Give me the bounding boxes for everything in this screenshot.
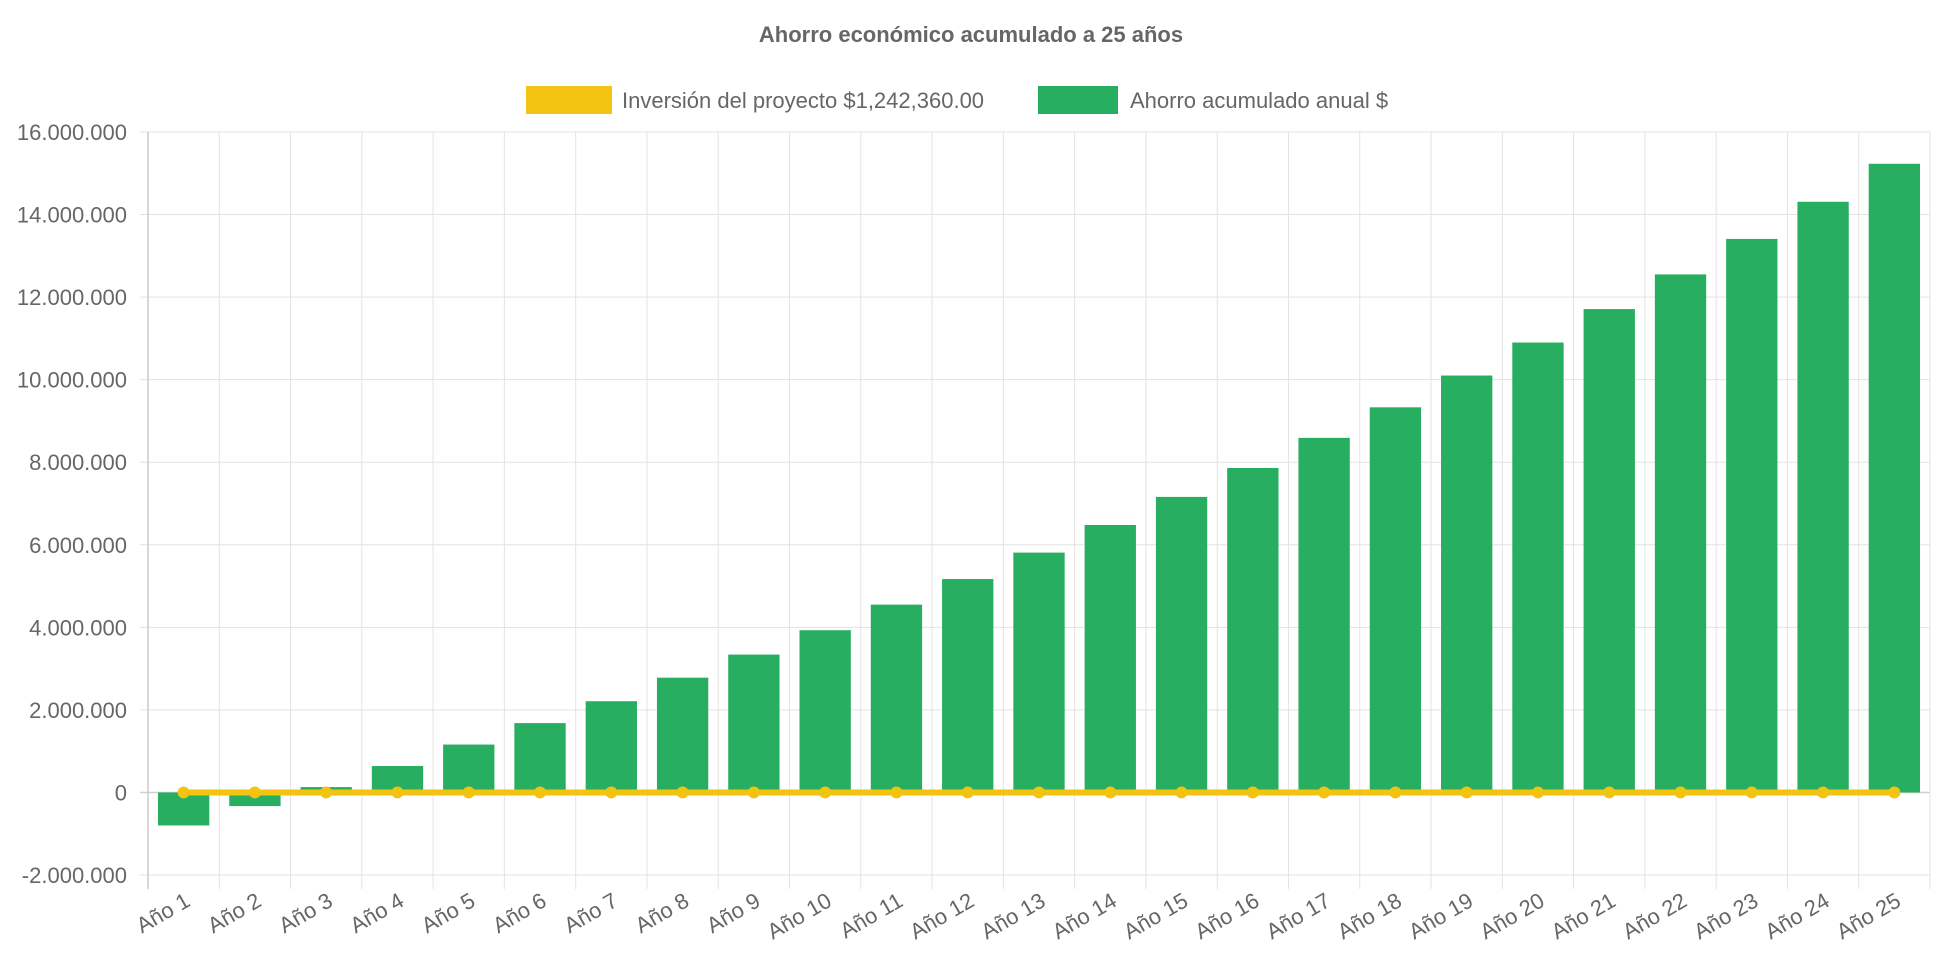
y-tick-label: 12.000.000 bbox=[17, 285, 127, 310]
y-axis: 16.000.000 14.000.000 12.000.000 10.000.000… bbox=[17, 120, 127, 888]
legend-item-savings[interactable]: Ahorro acumulado anual $ bbox=[1038, 86, 1388, 114]
investment-point-22[interactable] bbox=[1674, 786, 1687, 799]
investment-point-1[interactable] bbox=[177, 786, 190, 799]
investment-point-6[interactable] bbox=[534, 786, 547, 799]
y-tick-label: 2.000.000 bbox=[29, 698, 127, 723]
investment-point-4[interactable] bbox=[391, 786, 404, 799]
investment-point-15[interactable] bbox=[1175, 786, 1188, 799]
investment-point-21[interactable] bbox=[1603, 786, 1616, 799]
line-series-investment bbox=[177, 786, 1901, 799]
x-tick-label: Año 23 bbox=[1689, 888, 1762, 945]
x-tick-label: Año 10 bbox=[763, 888, 836, 945]
x-tick-label: Año 12 bbox=[905, 888, 978, 945]
x-tick-label: Año 13 bbox=[977, 888, 1050, 945]
x-tick-label: Año 2 bbox=[203, 888, 265, 938]
x-tick-label: Año 14 bbox=[1048, 888, 1121, 945]
legend: Inversión del proyecto $1,242,360.00 Aho… bbox=[526, 86, 1388, 114]
investment-point-19[interactable] bbox=[1460, 786, 1473, 799]
y-tick-label: 14.000.000 bbox=[17, 203, 127, 228]
x-axis: Año 1 Año 2 Año 3 Año 4 Año 5 Año 6 Año 7 Año 8… bbox=[132, 888, 1905, 945]
investment-point-7[interactable] bbox=[605, 786, 618, 799]
bar-17[interactable] bbox=[1298, 437, 1350, 793]
x-tick-label: Año 25 bbox=[1832, 888, 1905, 945]
x-tick-label: Año 20 bbox=[1476, 888, 1549, 945]
investment-point-8[interactable] bbox=[676, 786, 689, 799]
bar-20[interactable] bbox=[1512, 342, 1564, 793]
bar-15[interactable] bbox=[1155, 496, 1208, 793]
y-tick-label: 0 bbox=[115, 780, 127, 805]
bar-6[interactable] bbox=[514, 723, 566, 793]
bar-8[interactable] bbox=[656, 677, 709, 793]
investment-point-9[interactable] bbox=[747, 786, 760, 799]
bar-19[interactable] bbox=[1441, 375, 1493, 793]
x-tick-label: Año 3 bbox=[274, 888, 336, 938]
bar-5[interactable] bbox=[443, 744, 495, 793]
legend-item-investment[interactable]: Inversión del proyecto $1,242,360.00 bbox=[526, 86, 984, 114]
bar-23[interactable] bbox=[1726, 238, 1778, 793]
x-tick-label: Año 5 bbox=[417, 888, 479, 938]
investment-point-18[interactable] bbox=[1389, 786, 1402, 799]
investment-point-23[interactable] bbox=[1745, 786, 1758, 799]
investment-point-10[interactable] bbox=[819, 786, 832, 799]
legend-swatch-savings bbox=[1038, 86, 1118, 114]
x-tick-label: Año 18 bbox=[1333, 888, 1406, 945]
investment-point-12[interactable] bbox=[961, 786, 974, 799]
y-tick-label: 8.000.000 bbox=[29, 450, 127, 475]
bar-13[interactable] bbox=[1013, 552, 1065, 793]
x-tick-label: Año 11 bbox=[835, 888, 906, 944]
x-tick-label: Año 15 bbox=[1119, 888, 1192, 945]
legend-swatch-investment bbox=[526, 86, 612, 114]
chart-title: Ahorro económico acumulado a 25 años bbox=[759, 22, 1183, 47]
bar-7[interactable] bbox=[585, 701, 637, 793]
x-tick-label: Año 24 bbox=[1761, 888, 1834, 945]
legend-label-savings: Ahorro acumulado anual $ bbox=[1130, 88, 1388, 113]
investment-point-20[interactable] bbox=[1531, 786, 1544, 799]
x-tick-label: Año 8 bbox=[631, 888, 693, 938]
x-tick-label: Año 9 bbox=[702, 888, 764, 938]
investment-point-14[interactable] bbox=[1104, 786, 1117, 799]
bar-14[interactable] bbox=[1084, 524, 1136, 793]
x-tick-label: Año 4 bbox=[346, 888, 408, 938]
x-tick-label: Año 6 bbox=[488, 888, 550, 938]
grid bbox=[140, 131, 1931, 889]
bar-series-savings bbox=[157, 163, 1921, 826]
x-tick-label: Año 17 bbox=[1262, 888, 1335, 945]
x-tick-label: Año 19 bbox=[1404, 888, 1477, 945]
x-tick-label: Año 21 bbox=[1547, 888, 1620, 945]
bar-22[interactable] bbox=[1654, 274, 1707, 793]
bar-24[interactable] bbox=[1797, 201, 1849, 793]
y-tick-label: 10.000.000 bbox=[17, 368, 127, 393]
x-tick-label: Año 22 bbox=[1618, 888, 1691, 945]
investment-point-25[interactable] bbox=[1888, 786, 1901, 799]
bar-12[interactable] bbox=[942, 579, 994, 793]
bar-11[interactable] bbox=[870, 604, 923, 793]
bar-10[interactable] bbox=[799, 630, 851, 793]
y-tick-label: 16.000.000 bbox=[17, 120, 127, 145]
bar-16[interactable] bbox=[1227, 468, 1279, 793]
y-tick-label: -2.000.000 bbox=[22, 863, 127, 888]
investment-point-17[interactable] bbox=[1318, 786, 1331, 799]
y-tick-label: 6.000.000 bbox=[29, 533, 127, 558]
investment-point-13[interactable] bbox=[1033, 786, 1045, 799]
x-tick-label: Año 7 bbox=[560, 888, 622, 938]
investment-point-16[interactable] bbox=[1246, 786, 1259, 799]
investment-point-3[interactable] bbox=[320, 786, 333, 799]
x-tick-label: Año 16 bbox=[1190, 888, 1263, 945]
investment-point-5[interactable] bbox=[462, 786, 475, 799]
bar-25[interactable] bbox=[1868, 163, 1921, 793]
bar-21[interactable] bbox=[1583, 309, 1635, 793]
legend-label-investment: Inversión del proyecto $1,242,360.00 bbox=[622, 88, 984, 113]
y-tick-label: 4.000.000 bbox=[29, 615, 127, 640]
bar-9[interactable] bbox=[728, 654, 780, 793]
investment-point-11[interactable] bbox=[890, 786, 903, 799]
x-tick-label: Año 1 bbox=[132, 888, 194, 938]
investment-point-24[interactable] bbox=[1817, 786, 1830, 799]
bar-18[interactable] bbox=[1369, 407, 1422, 793]
investment-point-2[interactable] bbox=[248, 786, 261, 799]
bar-2[interactable] bbox=[229, 792, 281, 807]
